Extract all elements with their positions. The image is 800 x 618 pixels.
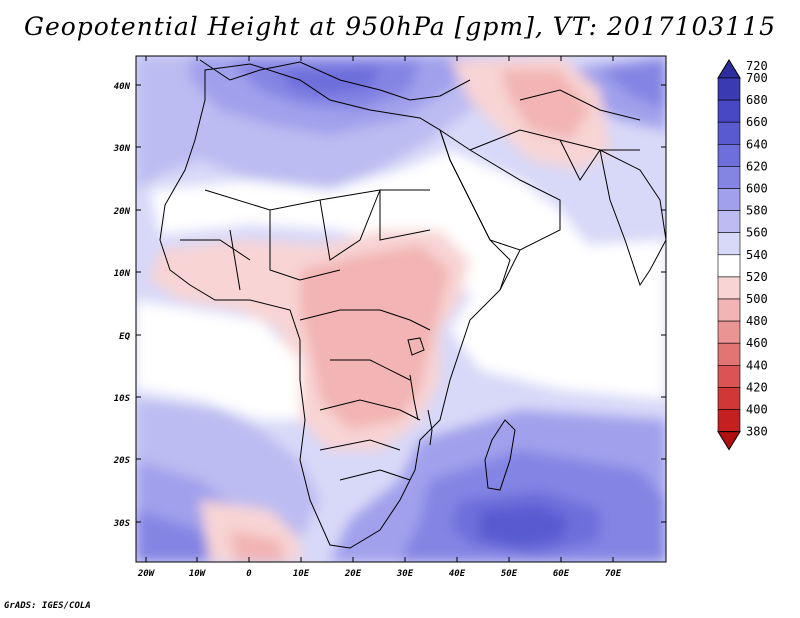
colorbar-label: 680 — [746, 93, 768, 107]
colorbar-swatch — [717, 144, 741, 167]
colorbar-swatch — [717, 320, 741, 344]
lat-label: EQ — [119, 332, 130, 342]
lon-label: 70E — [605, 569, 622, 579]
lon-label: 0 — [246, 569, 252, 579]
colorbar-label: 580 — [746, 204, 768, 218]
map-title: Geopotential Height at 950hPa [gpm], VT:… — [23, 12, 777, 41]
colorbar-label: 380 — [746, 425, 768, 439]
lat-label: 30S — [113, 519, 131, 529]
colorbar-label: 420 — [746, 380, 768, 394]
lat-label: 10N — [114, 269, 131, 279]
lon-label: 10W — [189, 569, 207, 579]
colorbar-label: 720 — [746, 59, 768, 73]
colorbar-swatch — [717, 342, 741, 366]
colorbar-label: 400 — [746, 403, 768, 417]
coastlines — [159, 59, 666, 549]
colorbar-swatch — [717, 210, 741, 234]
colorbar-label: 560 — [746, 226, 768, 240]
colorbar-swatch — [717, 276, 741, 300]
colorbar-swatch — [717, 77, 741, 101]
colorbar-label: 540 — [746, 248, 768, 262]
colorbar-label: 500 — [746, 292, 768, 306]
height-field — [136, 56, 666, 562]
colorbar-swatch — [717, 166, 741, 189]
colorbar-label: 520 — [746, 270, 768, 284]
colorbar-swatch — [717, 121, 741, 145]
lat-label: 20S — [113, 456, 131, 466]
lat-label: 20N — [113, 207, 131, 217]
lon-label: 30E — [396, 569, 414, 579]
lon-label: 10E — [293, 569, 310, 579]
colorbar-top-arrow — [717, 59, 741, 79]
colorbar-label: 660 — [746, 115, 768, 129]
colorbar-swatch — [717, 188, 741, 211]
footer-credit: GrADS: IGES/COLA — [4, 601, 91, 611]
lon-label: 20W — [137, 569, 156, 579]
colorbar-label: 700 — [746, 71, 768, 85]
lon-label: 40E — [449, 569, 466, 579]
lat-label: 40N — [114, 82, 131, 92]
lon-label: 20E — [344, 569, 362, 579]
lat-label: 30N — [113, 144, 131, 154]
colorbar-swatch — [717, 232, 741, 256]
colorbar-label: 440 — [746, 358, 768, 372]
colorbar-label: 460 — [746, 336, 768, 350]
colorbar-swatch — [717, 387, 741, 410]
colorbar-label: 600 — [746, 182, 768, 196]
lon-label: 50E — [501, 569, 518, 579]
colorbar-swatch — [717, 364, 741, 388]
colorbar-bottom-arrow — [717, 431, 741, 451]
lon-label: 60E — [553, 569, 570, 579]
colorbar-swatch — [717, 409, 741, 432]
colorbar-label: 480 — [746, 314, 768, 328]
colorbar-swatch — [717, 298, 741, 322]
colorbar-label: 640 — [746, 137, 768, 151]
colorbar-swatch — [717, 254, 741, 278]
lat-label: 10S — [114, 394, 131, 404]
colorbar-swatch — [717, 99, 741, 123]
colorbar-label: 620 — [746, 159, 768, 173]
